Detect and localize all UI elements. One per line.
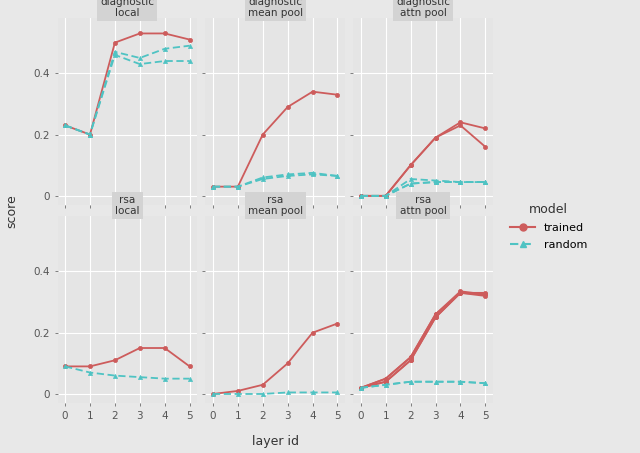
Legend: trained, random: trained, random xyxy=(505,198,593,255)
Text: diagnostic
local: diagnostic local xyxy=(100,0,154,18)
Text: diagnostic
attn pool: diagnostic attn pool xyxy=(396,0,450,18)
Text: layer id: layer id xyxy=(252,435,299,448)
Text: score: score xyxy=(5,194,18,227)
Text: rsa
mean pool: rsa mean pool xyxy=(248,195,303,216)
Text: diagnostic
mean pool: diagnostic mean pool xyxy=(248,0,303,18)
Text: rsa
attn pool: rsa attn pool xyxy=(399,195,447,216)
Text: rsa
local: rsa local xyxy=(115,195,140,216)
